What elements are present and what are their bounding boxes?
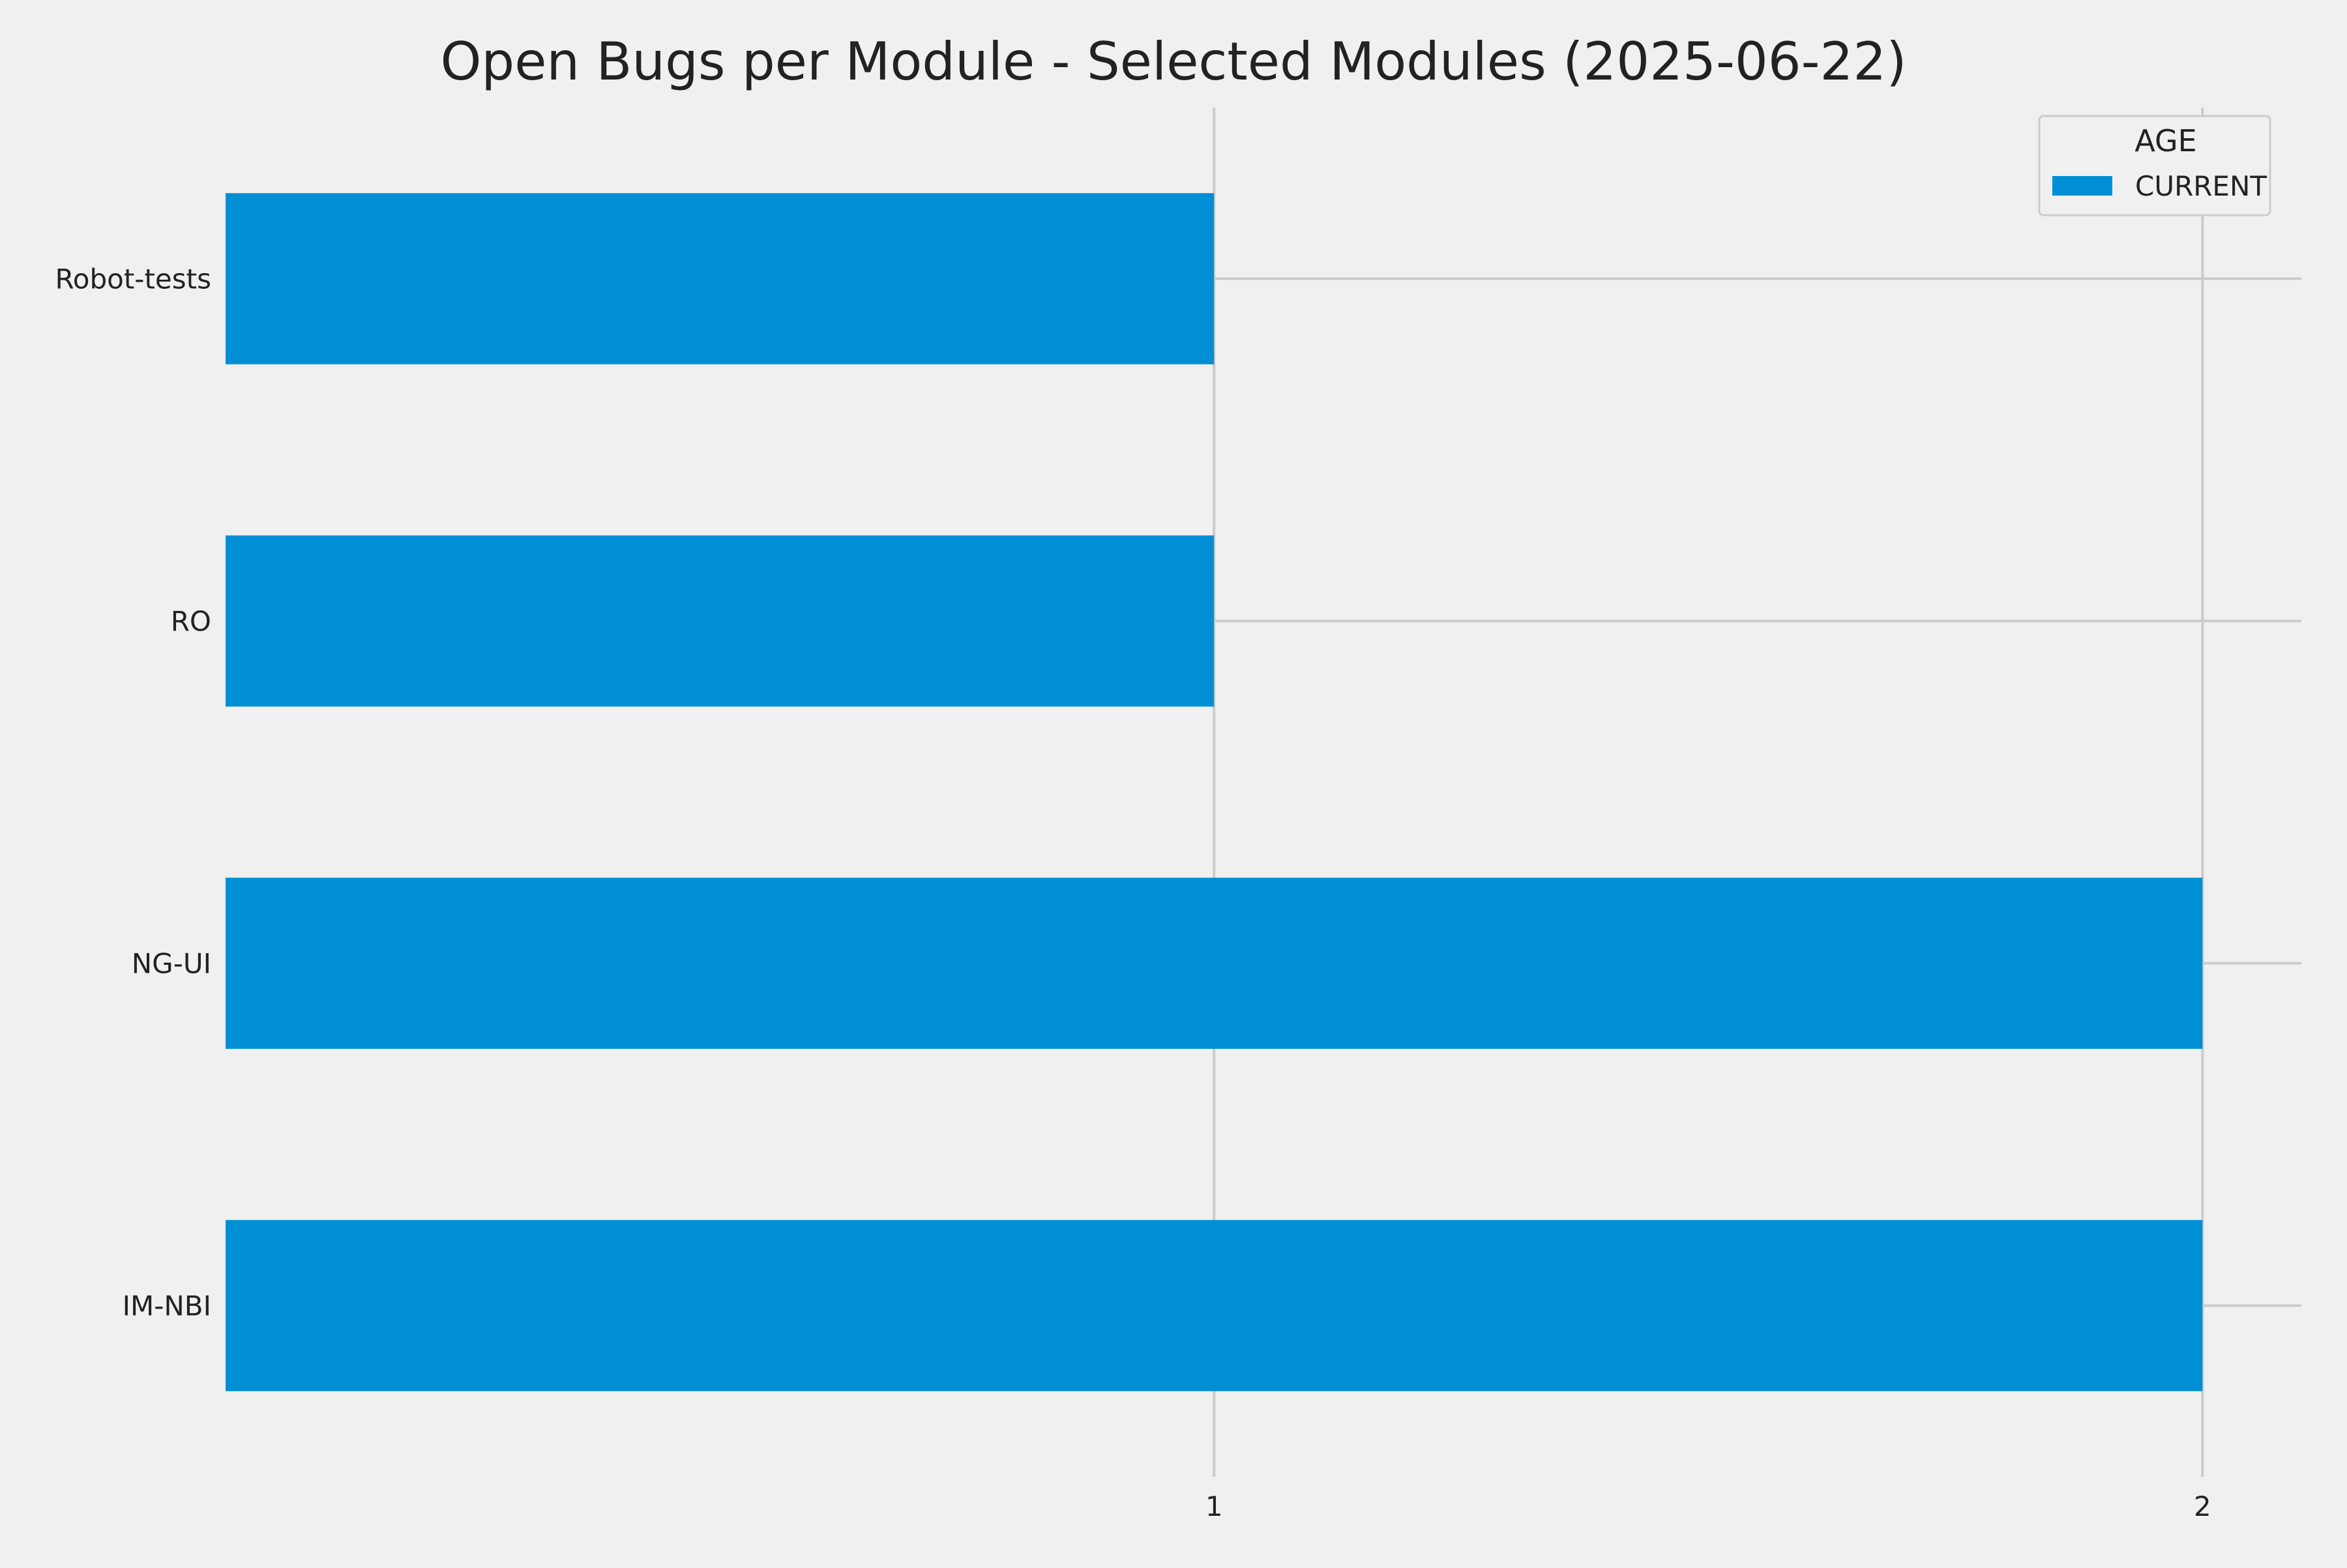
- chart-title: Open Bugs per Module - Selected Modules …: [440, 31, 1906, 92]
- y-tick-label: NG-UI: [132, 948, 211, 980]
- x-tick-label: 2: [2194, 1490, 2211, 1522]
- tick-layer: IM-NBI NG-UI RO Robot-tests 1 2: [55, 263, 2211, 1523]
- y-tick-label: IM-NBI: [123, 1290, 211, 1322]
- legend: AGE CURRENT: [2038, 115, 2271, 216]
- bar-ro: [226, 535, 1215, 707]
- bar-im-nbi: [226, 1220, 2203, 1391]
- y-tick-label: Robot-tests: [55, 263, 211, 295]
- bar-robot-tests: [226, 193, 1215, 364]
- legend-title: AGE: [2134, 123, 2196, 158]
- bar-ng-ui: [226, 878, 2203, 1049]
- y-tick-label: RO: [171, 606, 211, 638]
- bar-layer: [226, 193, 2203, 1391]
- legend-label-current: CURRENT: [2135, 170, 2267, 202]
- x-tick-label: 1: [1205, 1490, 1223, 1522]
- legend-swatch-current: [2052, 176, 2112, 196]
